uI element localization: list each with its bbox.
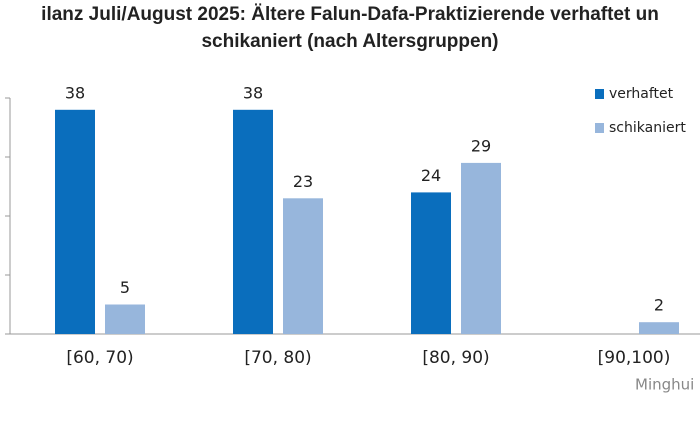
value-label: 38 [243,83,263,102]
legend-label: schikaniert [609,120,686,136]
bar [233,109,273,334]
value-label: 2 [654,296,664,315]
legend-swatch [595,123,604,133]
watermark: Minghui [635,376,694,394]
bar [461,162,501,334]
bar [639,322,679,334]
bar [55,109,95,334]
x-tick-label: [80, 90) [422,348,489,368]
bar [105,304,145,334]
chart-title: ilanz Juli/August 2025: Ältere Falun-Daf… [41,4,659,25]
value-label: 23 [293,172,313,191]
bar [411,192,451,334]
legend-swatch [595,89,604,99]
legend-label: verhaftet [609,86,674,102]
bar [283,198,323,334]
value-label: 5 [120,278,130,297]
value-label: 29 [471,136,491,155]
chart-title: schikaniert (nach Altersgruppen) [201,31,498,52]
x-tick-label: [70, 80) [244,348,311,368]
value-label: 38 [65,83,85,102]
x-tick-label: [90,100) [598,348,671,368]
x-tick-label: [60, 70) [66,348,133,368]
value-label: 24 [421,166,441,185]
